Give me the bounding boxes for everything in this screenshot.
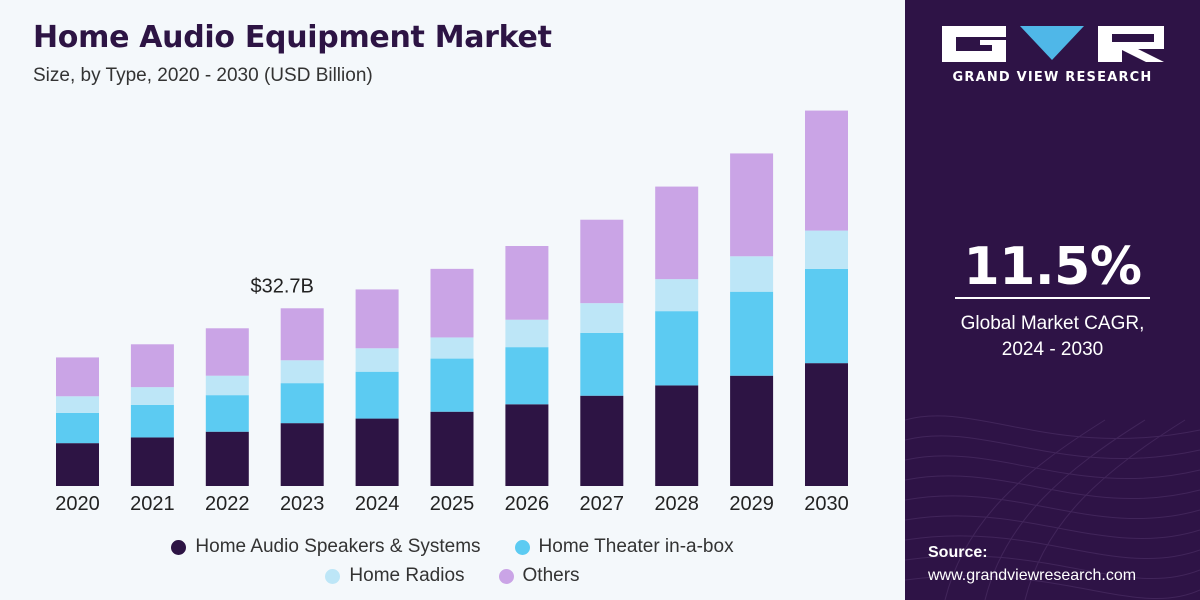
bar-2025-others [430,268,474,338]
bar-2024-home-theater-in-a-box [355,371,399,419]
bar-2026-home-audio-speakers-systems [505,404,549,486]
bar-2024-home-audio-speakers-systems [355,418,399,486]
legend-item-home-radios: Home Radios [325,565,465,587]
x-tick-label-2029: 2029 [729,493,774,515]
bar-2021-others [130,344,174,388]
bar-2020-home-theater-in-a-box [56,412,99,444]
bar-2026-home-theater-in-a-box [505,347,549,405]
bar-2029-others [730,153,774,257]
x-tick-label-2021: 2021 [130,493,175,515]
legend-swatch-home-theater [514,539,530,555]
data-label-2023: $32.7B [251,275,314,297]
legend-row-1: Home Audio Speakers & Systems Home Theat… [0,536,905,558]
brand-name: GRAND VIEW RESEARCH [952,70,1153,85]
bar-2022-home-radios [205,375,249,396]
cagr-label: Global Market CAGR, 2024 - 2030 [905,311,1200,363]
legend-label-others: Others [522,565,580,586]
bar-2026-others [505,246,549,320]
legend-item-others: Others [498,565,580,587]
legend-row-2: Home Radios Others [0,565,905,587]
x-tick-label-2023: 2023 [280,493,325,515]
cagr-label-line-2: 2024 - 2030 [1001,339,1104,360]
x-tick-label-2028: 2028 [654,493,699,515]
bar-2024-others [355,289,399,349]
x-tick-label-2026: 2026 [505,493,550,515]
labels-layer: 2020 2021 2022 2023 $32.7B 2024 2025 2026 2027 20… [55,275,849,515]
bar-2028-home-radios [655,279,699,312]
bar-2030-home-radios [805,230,848,269]
x-tick-label-2025: 2025 [430,493,475,515]
bar-2025-home-audio-speakers-systems [430,411,474,486]
bar-2027-home-radios [580,303,624,333]
bar-2030-others [805,110,848,231]
legend-swatch-home-radios [325,568,341,584]
bar-2023-others [280,308,324,361]
x-tick-label-2024: 2024 [355,493,400,515]
legend-item-speakers: Home Audio Speakers & Systems [171,536,481,558]
legend-label-speakers: Home Audio Speakers & Systems [195,536,481,557]
legend-swatch-others [498,568,514,584]
bar-2023-home-radios [280,360,324,384]
bar-2030-home-theater-in-a-box [805,268,848,364]
legend-label-home-theater: Home Theater in-a-box [538,536,734,557]
x-tick-label-2030: 2030 [804,493,849,515]
bar-2025-home-theater-in-a-box [430,358,474,412]
x-tick-label-2020: 2020 [55,493,100,515]
bar-2020-others [56,357,99,397]
bar-2026-home-radios [505,319,549,348]
bar-2020-home-radios [56,396,99,413]
chart-subtitle: Size, by Type, 2020 - 2030 (USD Billion) [33,65,373,86]
bar-2030-home-audio-speakers-systems [805,363,848,486]
legend-label-home-radios: Home Radios [349,565,465,586]
bar-2022-home-audio-speakers-systems [205,431,249,486]
cagr-divider [955,297,1150,299]
cagr-label-line-1: Global Market CAGR, [960,313,1145,334]
bar-2024-home-radios [355,348,399,372]
bar-2029-home-radios [730,256,774,292]
x-tick-label-2022: 2022 [205,493,250,515]
cagr-value: 11.5% [963,237,1142,297]
bar-2029-home-audio-speakers-systems [730,375,774,486]
bars-layer [56,110,848,486]
bar-2021-home-audio-speakers-systems [130,437,174,486]
bar-2029-home-theater-in-a-box [730,291,774,376]
bar-2025-home-radios [430,337,474,359]
source-link[interactable]: www.grandviewresearch.com [928,567,1137,584]
bar-2028-others [655,186,699,280]
legend-swatch-speakers [171,539,187,555]
x-tick-label-2027: 2027 [580,493,625,515]
chart-title: Home Audio Equipment Market [33,20,552,55]
side-panel: GRAND VIEW RESEARCH 11.5% Global Market … [905,0,1200,600]
bar-2027-home-theater-in-a-box [580,332,624,396]
bar-2022-others [205,328,249,376]
stacked-bar-chart: 2020 2021 2022 2023 $32.7B 2024 2025 2026 2027 20… [55,110,849,515]
bar-2028-home-theater-in-a-box [655,311,699,386]
wave-pattern-decoration [905,415,1200,600]
bar-2023-home-theater-in-a-box [280,383,324,424]
bar-2021-home-theater-in-a-box [130,404,174,438]
bar-2027-home-audio-speakers-systems [580,395,624,486]
bar-2023-home-audio-speakers-systems [280,423,324,486]
bar-2027-others [580,219,624,304]
grand-view-research-logo [942,26,1164,62]
bar-2028-home-audio-speakers-systems [655,385,699,486]
source-label: Source: [928,544,988,561]
bar-2022-home-theater-in-a-box [205,395,249,432]
chart-panel: Home Audio Equipment Market Size, by Typ… [0,0,905,600]
bar-2021-home-radios [130,387,174,405]
bar-2020-home-audio-speakers-systems [56,443,99,486]
legend-item-home-theater: Home Theater in-a-box [514,536,734,558]
